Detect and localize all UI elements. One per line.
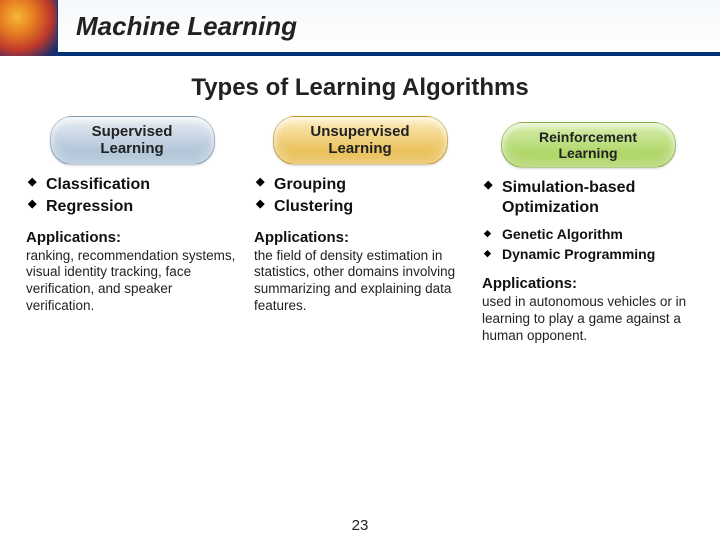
- page-title: Machine Learning: [76, 11, 297, 42]
- applications-label: Applications:: [252, 229, 468, 246]
- bullet-item: Classification: [28, 175, 240, 195]
- applications-label: Applications:: [24, 229, 240, 246]
- bullet-item: Genetic Algorithm: [484, 226, 696, 244]
- page-number: 23: [0, 517, 720, 534]
- bullet-item: Dynamic Programming: [484, 246, 696, 264]
- pill-unsupervised: Unsupervised Learning: [273, 116, 448, 165]
- bullet-item: Clustering: [256, 197, 468, 217]
- bullet-item: Simulation-based Optimization: [484, 178, 696, 218]
- bullets-reinforcement: Simulation-based Optimization: [480, 178, 696, 220]
- bullets-unsupervised: Grouping Clustering: [252, 175, 468, 219]
- sub-bullets-reinforcement: Genetic Algorithm Dynamic Programming: [480, 226, 696, 265]
- applications-text: the field of density estimation in stati…: [252, 248, 468, 316]
- applications-text: used in autonomous vehicles or in learni…: [480, 294, 696, 345]
- pill-supervised: Supervised Learning: [50, 116, 215, 165]
- columns-row: Supervised Learning Classification Regre…: [24, 116, 696, 345]
- title-bar: Machine Learning: [58, 0, 720, 56]
- logo-globe: [0, 0, 58, 56]
- content-area: Types of Learning Algorithms Supervised …: [0, 56, 720, 345]
- column-unsupervised: Unsupervised Learning Grouping Clusterin…: [252, 116, 468, 345]
- column-supervised: Supervised Learning Classification Regre…: [24, 116, 240, 345]
- bullet-item: Regression: [28, 197, 240, 217]
- subtitle: Types of Learning Algorithms: [24, 74, 696, 102]
- applications-text: ranking, recommendation systems, visual …: [24, 248, 240, 316]
- column-reinforcement: Reinforcement Learning Simulation-based …: [480, 116, 696, 345]
- bullet-item: Grouping: [256, 175, 468, 195]
- applications-label: Applications:: [480, 275, 696, 292]
- bullets-supervised: Classification Regression: [24, 175, 240, 219]
- header-bar: Machine Learning: [0, 0, 720, 56]
- pill-reinforcement: Reinforcement Learning: [501, 122, 676, 168]
